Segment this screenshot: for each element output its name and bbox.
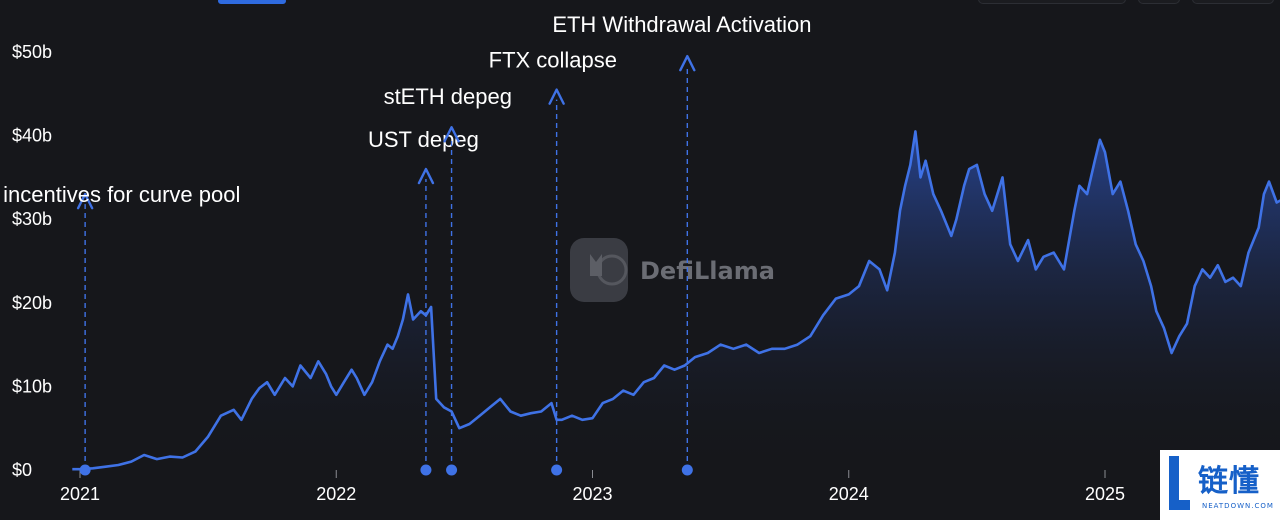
y-tick-label: $20b xyxy=(12,293,52,313)
llama-logo-icon xyxy=(570,238,628,302)
annotation-label: ETH Withdrawal Activation xyxy=(552,12,811,37)
arrow-up-icon xyxy=(548,88,565,105)
y-tick-label: $50b xyxy=(12,42,52,62)
arrow-up-icon xyxy=(679,54,696,72)
tvl-line xyxy=(72,130,1280,471)
watermark: DefiLlama xyxy=(570,238,775,302)
y-tick-label: $10b xyxy=(12,376,52,396)
annotation-marker: UST depeg xyxy=(368,127,479,476)
annotations: incentives for curve pool UST depeg stETH … xyxy=(3,12,812,476)
annotation-dot[interactable] xyxy=(420,464,432,476)
x-axis: 2021 2022 2023 2024 2025 xyxy=(60,470,1125,504)
annotation-dot[interactable] xyxy=(446,464,458,476)
annotation-dot[interactable] xyxy=(79,464,91,476)
annotation-marker: FTX collapse xyxy=(489,48,617,476)
annotation-marker: incentives for curve pool xyxy=(3,182,240,476)
y-tick-label: $0 xyxy=(12,460,32,480)
x-tick-label: 2024 xyxy=(829,484,869,504)
arrow-up-icon xyxy=(417,167,435,185)
watermark-text: DefiLlama xyxy=(640,257,775,285)
annotation-marker: ETH Withdrawal Activation xyxy=(552,12,812,476)
annotation-label: UST depeg xyxy=(368,127,479,152)
y-axis: $0 $10b $20b $30b $40b $50b xyxy=(12,42,52,480)
arrow-up-icon xyxy=(443,126,460,143)
annotation-label: FTX collapse xyxy=(489,48,617,73)
annotation-dot[interactable] xyxy=(681,464,693,476)
neatdown-l-logo-icon xyxy=(1169,456,1190,510)
brand-name-en: NEATDOWN.COM xyxy=(1202,502,1274,510)
arrow-up-icon xyxy=(76,192,94,210)
plot-area xyxy=(72,130,1280,471)
active-tab-indicator[interactable] xyxy=(218,0,286,4)
y-tick-label: $30b xyxy=(12,209,52,229)
y-tick-label: $40b xyxy=(12,126,52,146)
annotation-label: incentives for curve pool xyxy=(3,182,240,207)
x-tick-label: 2025 xyxy=(1085,484,1125,504)
brand-name-cn: 链懂 xyxy=(1198,464,1260,499)
tvl-area xyxy=(72,131,1280,470)
annotation-dot[interactable] xyxy=(551,464,563,476)
x-tick-label: 2022 xyxy=(316,484,356,504)
x-tick-label: 2023 xyxy=(572,484,612,504)
x-tick-label: 2021 xyxy=(60,484,100,504)
annotation-label: stETH depeg xyxy=(384,84,512,109)
neatdown-logo: 链懂 NEATDOWN.COM xyxy=(1160,450,1280,520)
annotation-marker: stETH depeg xyxy=(384,84,512,476)
